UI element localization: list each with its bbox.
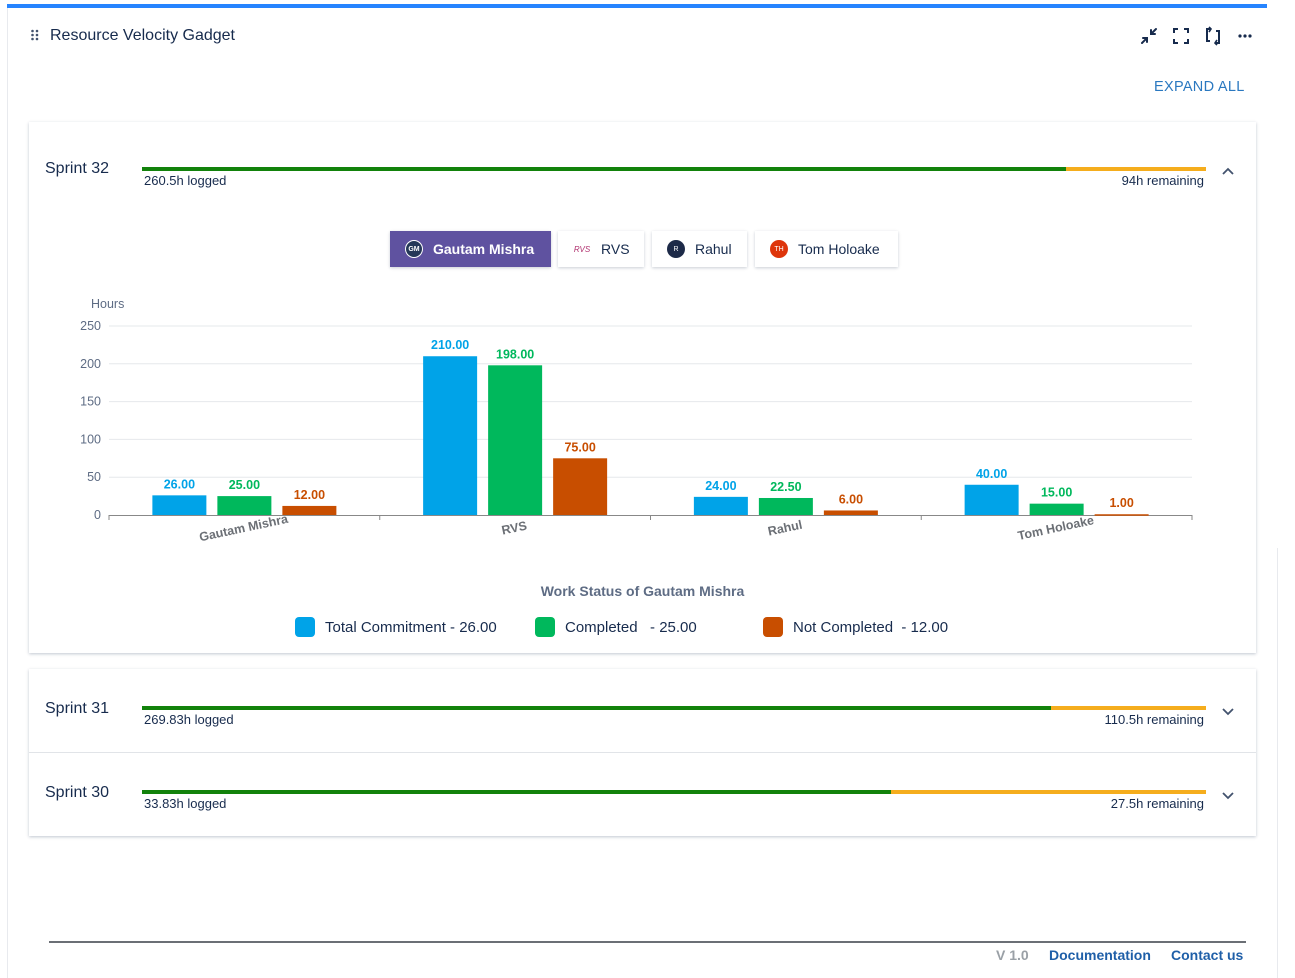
data-label: 40.00 bbox=[976, 467, 1007, 481]
contact-us-link[interactable]: Contact us bbox=[1171, 947, 1244, 963]
data-label: 210.00 bbox=[431, 338, 469, 352]
refresh-icon[interactable] bbox=[1203, 26, 1223, 46]
data-label: 25.00 bbox=[229, 478, 260, 492]
tab-label: Gautam Mishra bbox=[433, 241, 535, 257]
logged-hours: 269.83h logged bbox=[144, 712, 234, 727]
x-tick-label: Gautam Mishra bbox=[198, 512, 290, 545]
sprint-progress-bar bbox=[142, 167, 1206, 171]
sprint-row[interactable]: Sprint 30 33.83h logged 27.5h remaining bbox=[29, 753, 1256, 837]
remaining-hours: 27.5h remaining bbox=[1110, 796, 1204, 811]
data-label: 12.00 bbox=[294, 488, 325, 502]
data-label: 22.50 bbox=[770, 480, 801, 494]
legend-swatch bbox=[295, 617, 315, 637]
chevron-up-icon[interactable] bbox=[1220, 164, 1236, 180]
gadget-frame-border bbox=[7, 8, 8, 978]
y-tick-label: 50 bbox=[87, 470, 101, 484]
avatar: TH bbox=[770, 240, 788, 258]
legend-not-completed[interactable]: Not Completed - 12.00 bbox=[763, 617, 948, 637]
velocity-bar-chart: Hours 0 50 100 150 200 250 26.00 25.00 12.00 Gauta… bbox=[80, 297, 1193, 545]
version-label: V 1.0 bbox=[996, 947, 1029, 963]
bar bbox=[282, 505, 337, 515]
tab-label: RVS bbox=[601, 241, 630, 257]
sprint-card-collapsed: Sprint 31 269.83h logged 110.5h remainin… bbox=[29, 669, 1256, 836]
drag-handle-icon[interactable] bbox=[30, 29, 40, 43]
legend-completed[interactable]: Completed - 25.00 bbox=[535, 617, 697, 637]
tab-tom-holoake[interactable]: TH Tom Holoake bbox=[755, 231, 898, 267]
footer-divider bbox=[49, 941, 1246, 943]
tab-gautam-mishra[interactable]: GM Gautam Mishra bbox=[390, 231, 551, 267]
y-tick-label: 100 bbox=[80, 432, 101, 446]
sprint-row[interactable]: Sprint 31 269.83h logged 110.5h remainin… bbox=[29, 669, 1256, 753]
avatar: GM bbox=[405, 240, 423, 258]
x-tick-label: RVS bbox=[500, 519, 528, 538]
bar bbox=[758, 497, 813, 515]
sprint-progress-bar bbox=[142, 790, 1206, 794]
logged-fill bbox=[142, 167, 1066, 171]
chart-title: Work Status of Gautam Mishra bbox=[540, 583, 745, 599]
row-divider bbox=[29, 752, 1256, 753]
data-label: 24.00 bbox=[705, 479, 736, 493]
fullscreen-icon[interactable] bbox=[1171, 26, 1191, 46]
y-tick-label: 0 bbox=[94, 508, 101, 522]
x-tick-label: Rahul bbox=[767, 518, 804, 539]
sprint-name: Sprint 31 bbox=[45, 700, 110, 717]
chevron-down-icon[interactable] bbox=[1220, 787, 1236, 803]
avatar: RVS bbox=[573, 244, 591, 254]
sprint-row[interactable]: Sprint 32 260.5h logged 94h remaining bbox=[29, 122, 1256, 206]
legend-swatch bbox=[535, 617, 555, 637]
logged-hours: 33.83h logged bbox=[144, 796, 227, 811]
more-options-icon[interactable] bbox=[1235, 26, 1255, 46]
x-tick-label: Tom Holoake bbox=[1016, 513, 1095, 543]
bar bbox=[152, 495, 207, 515]
sprint-name: Sprint 32 bbox=[45, 160, 110, 177]
expand-all-button[interactable]: EXPAND ALL bbox=[1154, 79, 1245, 95]
legend-label: Completed - 25.00 bbox=[565, 618, 697, 636]
legend-label: Total Commitment - 26.00 bbox=[325, 618, 497, 636]
y-tick-label: 200 bbox=[80, 357, 101, 371]
data-label: 26.00 bbox=[164, 477, 195, 491]
gadget-title: Resource Velocity Gadget bbox=[50, 27, 235, 44]
y-axis-label: Hours bbox=[91, 297, 124, 311]
avatar: R bbox=[667, 240, 685, 258]
bar bbox=[553, 458, 608, 515]
bar bbox=[217, 496, 272, 515]
sprint-name: Sprint 30 bbox=[45, 784, 110, 801]
chevron-down-icon[interactable] bbox=[1220, 703, 1236, 719]
tab-label: Rahul bbox=[695, 241, 732, 257]
bar bbox=[964, 484, 1019, 515]
data-label: 1.00 bbox=[1109, 496, 1133, 510]
logged-fill bbox=[142, 706, 1051, 710]
gadget-accent-bar bbox=[7, 4, 1267, 8]
data-label: 198.00 bbox=[496, 347, 534, 361]
legend-label: Not Completed - 12.00 bbox=[793, 618, 949, 636]
tab-rahul[interactable]: R Rahul bbox=[652, 231, 747, 267]
remaining-hours: 110.5h remaining bbox=[1104, 712, 1205, 727]
bar bbox=[1029, 503, 1084, 515]
tab-label: Tom Holoake bbox=[798, 241, 880, 257]
bar bbox=[488, 365, 543, 515]
legend-swatch bbox=[763, 617, 783, 637]
data-label: 15.00 bbox=[1041, 486, 1072, 500]
remaining-hours: 94h remaining bbox=[1121, 173, 1204, 188]
bar bbox=[423, 356, 478, 515]
gadget-frame-border bbox=[1277, 548, 1278, 978]
y-tick-label: 250 bbox=[80, 319, 101, 333]
y-tick-label: 150 bbox=[80, 395, 101, 409]
sprint-progress-bar bbox=[142, 706, 1206, 710]
bar bbox=[693, 496, 748, 515]
legend-total-commitment[interactable]: Total Commitment - 26.00 bbox=[295, 617, 497, 637]
logged-fill bbox=[142, 790, 892, 794]
documentation-link[interactable]: Documentation bbox=[1049, 947, 1151, 963]
collapse-icon[interactable] bbox=[1139, 26, 1159, 46]
logged-hours: 260.5h logged bbox=[144, 173, 227, 188]
data-label: 75.00 bbox=[564, 440, 595, 454]
tab-rvs[interactable]: RVS RVS bbox=[558, 231, 644, 267]
sprint-card-expanded: Sprint 32 260.5h logged 94h remaining GM… bbox=[29, 122, 1256, 653]
bar bbox=[1094, 514, 1149, 516]
bar bbox=[823, 510, 878, 515]
data-label: 6.00 bbox=[839, 492, 863, 506]
